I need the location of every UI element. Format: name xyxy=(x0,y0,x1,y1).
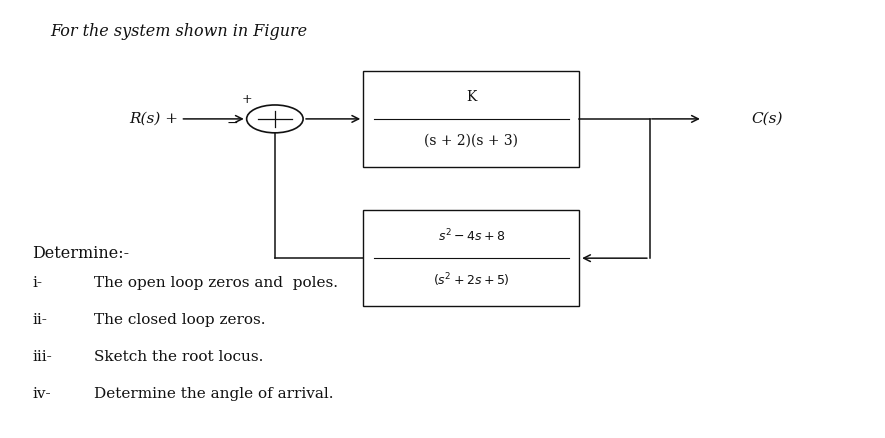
Text: C(s): C(s) xyxy=(751,112,782,126)
Text: R(s) +: R(s) + xyxy=(129,112,178,126)
Text: $(s^2 + 2s + 5)$: $(s^2 + 2s + 5)$ xyxy=(433,272,510,289)
FancyBboxPatch shape xyxy=(363,71,580,167)
Text: iv-: iv- xyxy=(32,387,51,401)
Text: Determine:-: Determine:- xyxy=(32,245,129,262)
FancyBboxPatch shape xyxy=(363,210,580,306)
Text: Determine the angle of arrival.: Determine the angle of arrival. xyxy=(94,387,334,401)
Text: (s + 2)(s + 3): (s + 2)(s + 3) xyxy=(424,134,519,148)
Text: −: − xyxy=(227,116,238,130)
Text: Sketch the root locus.: Sketch the root locus. xyxy=(94,350,264,364)
Text: ii-: ii- xyxy=(32,313,47,327)
Text: The closed loop zeros.: The closed loop zeros. xyxy=(94,313,266,327)
Text: i-: i- xyxy=(32,276,42,290)
Text: K: K xyxy=(466,90,476,104)
Text: $s^2 - 4s + 8$: $s^2 - 4s + 8$ xyxy=(437,228,504,244)
Text: The open loop zeros and  poles.: The open loop zeros and poles. xyxy=(94,276,338,290)
Text: For the system shown in Figure: For the system shown in Figure xyxy=(50,23,307,40)
Text: +: + xyxy=(242,93,252,106)
Text: iii-: iii- xyxy=(32,350,52,364)
